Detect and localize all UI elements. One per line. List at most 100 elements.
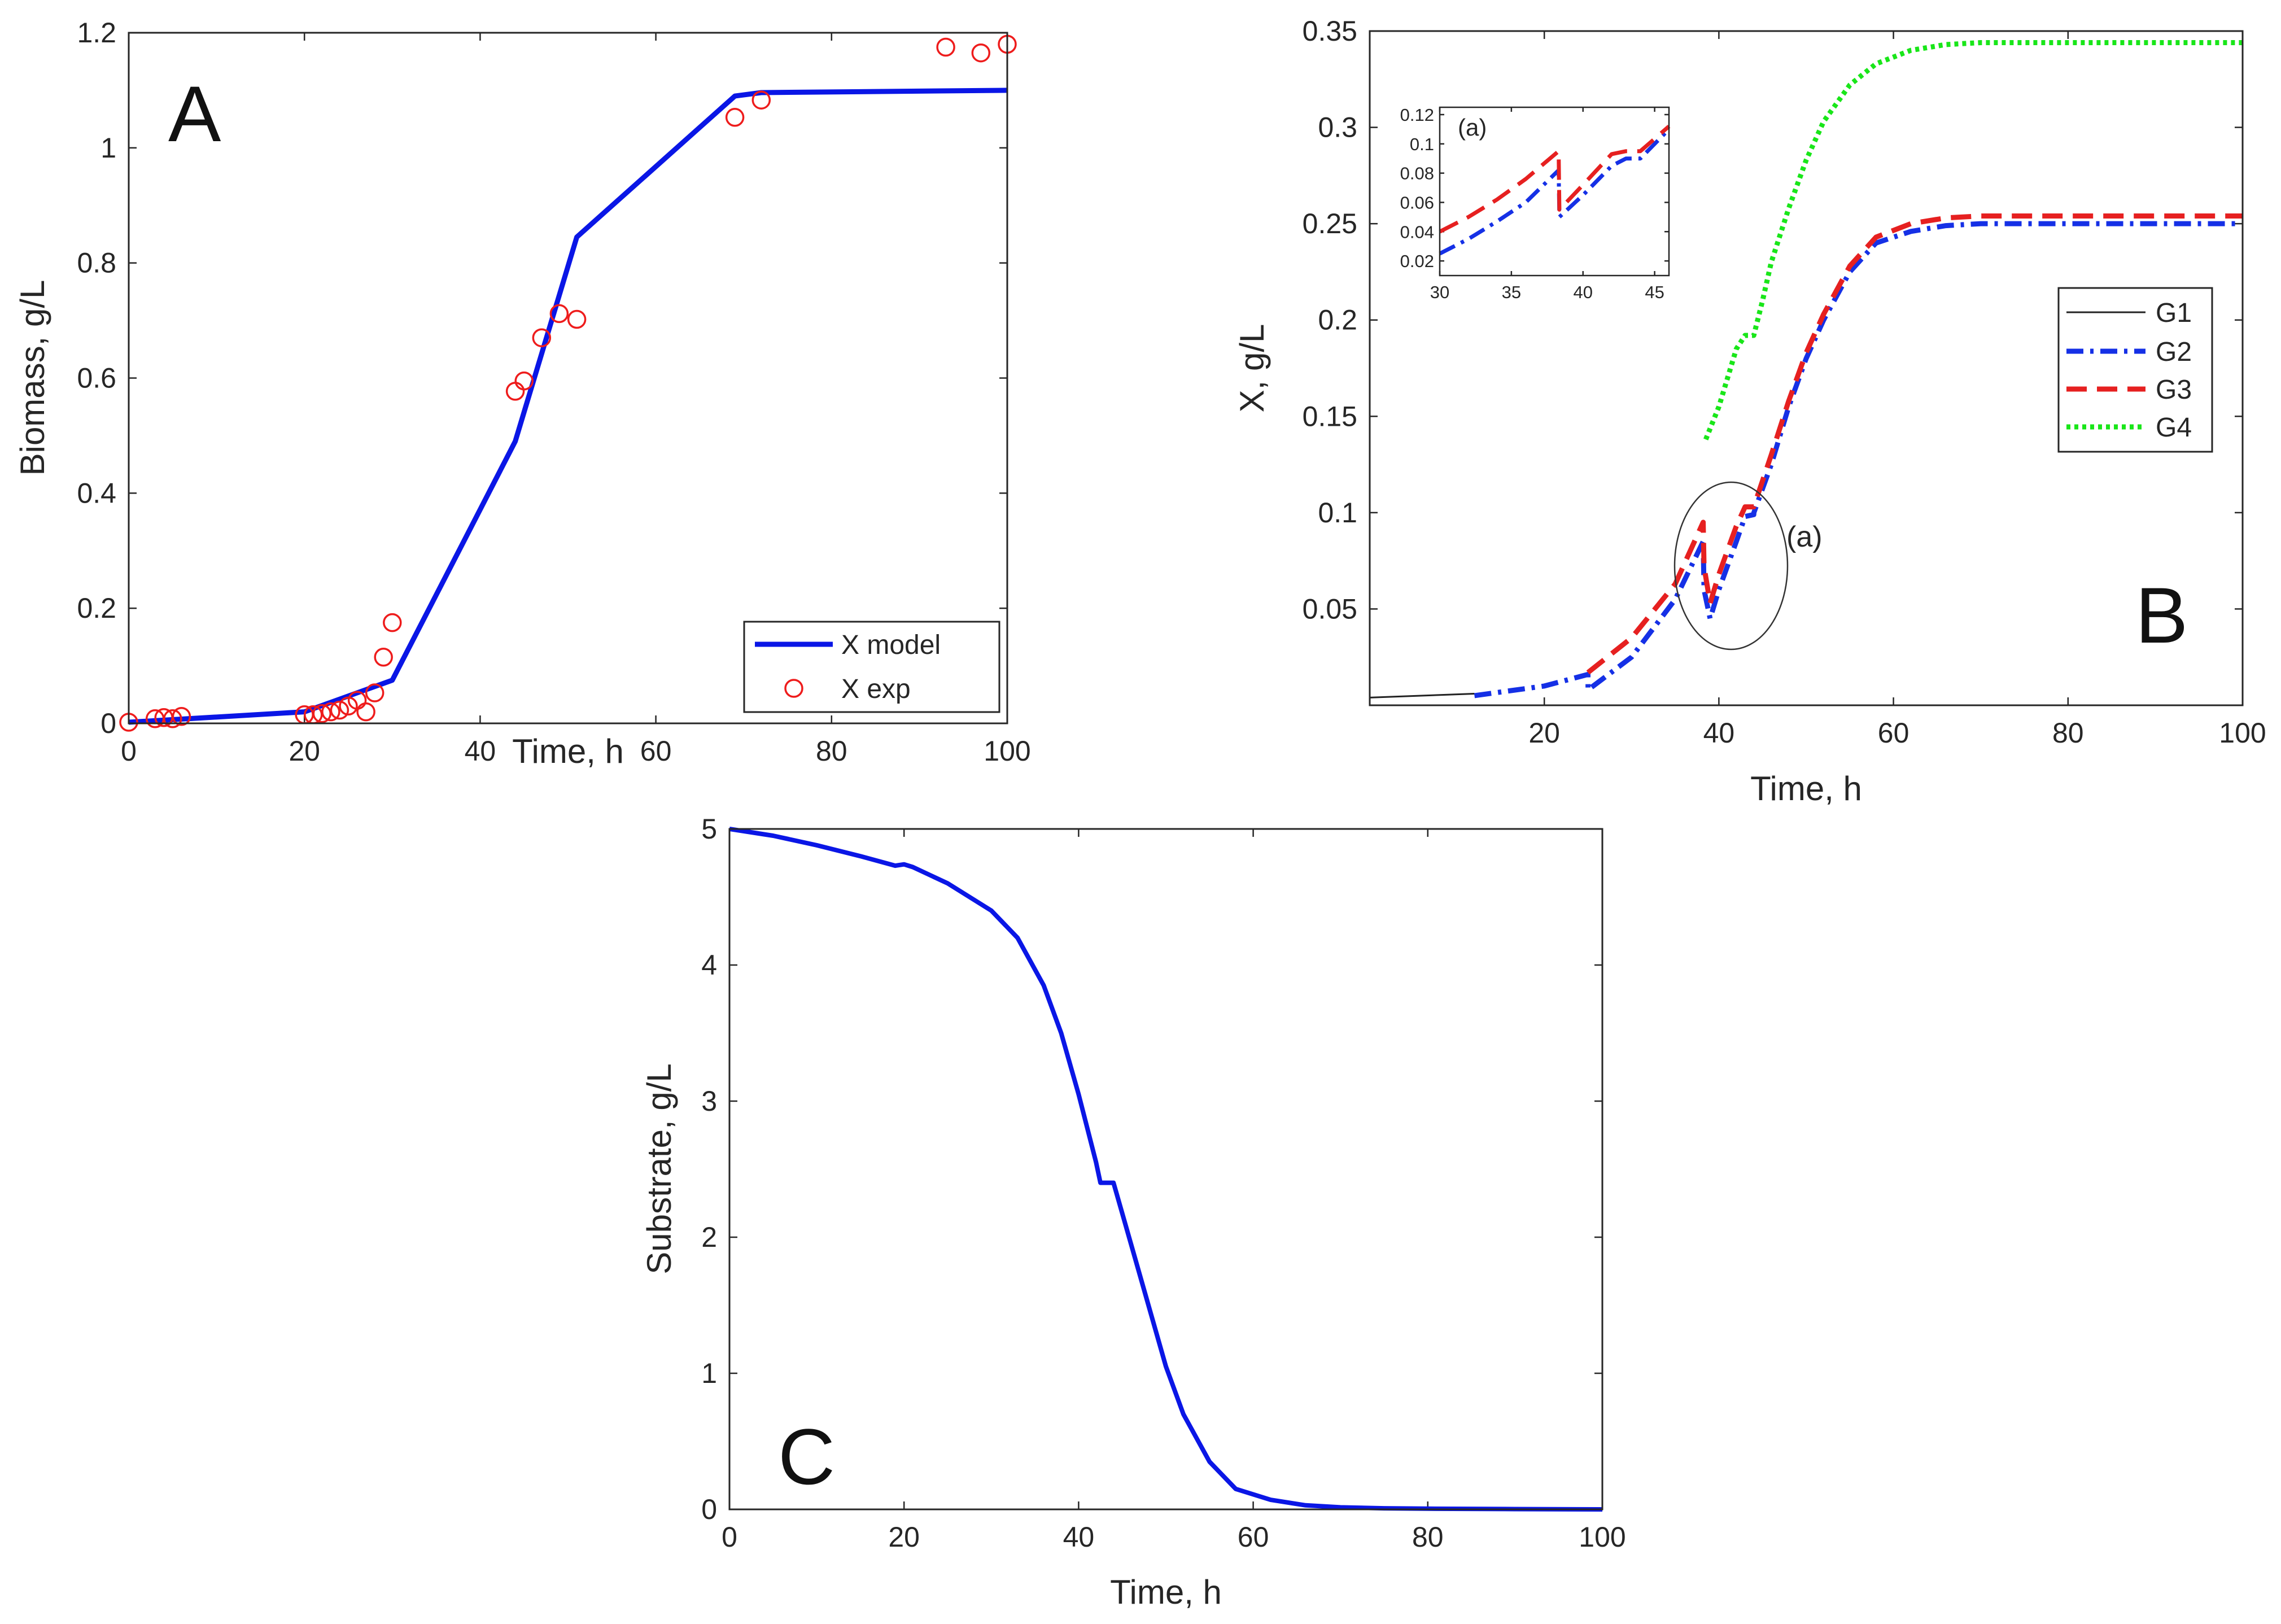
x-exp-point [163,709,182,728]
panel-a-ytick-label: 1.2 [77,17,116,49]
x-exp-point [936,37,955,57]
x-exp-point [549,304,569,324]
inset-xtick-label: 40 [1574,282,1593,302]
panel-a-xtick-label: 0 [121,735,137,767]
panel-b-ytick-label: 0.3 [1318,112,1357,143]
inset-ytick-label: 0.12 [1400,105,1434,125]
callout-ellipse [1673,481,1789,651]
panel-c-xtick-label: 100 [1579,1521,1625,1553]
inset-xtick-label: 45 [1645,282,1664,302]
legend-marker-x-exp [784,679,803,698]
panel-a-letter: A [168,69,221,158]
panel-a-ytick-label: 0.8 [77,247,116,279]
panel-b-xtick-label: 100 [2219,717,2266,749]
panel-b-inset: 30 35 40 45 0.02 0.04 0.06 0.08 0.1 0.12 (a) [1400,105,1671,302]
panel-a-xtick-label: 20 [289,735,320,767]
panel-a-xtick-label: 100 [984,735,1030,767]
inset-xtick-label: 30 [1430,282,1449,302]
series-line-g4 [1703,40,2243,440]
legend-label-x-model: X model [841,630,941,660]
panel-b-axes-box [1369,30,2244,706]
panel-b-ytick-label: 0.15 [1303,400,1357,432]
panel-a-axes-box [128,32,1008,724]
x-exp-point [356,702,375,722]
x-exp-point [321,702,340,722]
panel-c-ytick-label: 5 [701,813,717,845]
panel-c-substrate-chart: 0 20 40 60 80 100 0 1 2 3 4 5 C Time, h Substrate, … [640,813,1626,1611]
inset-label: (a) [1458,114,1487,141]
panel-b-xtick-label: 60 [1878,717,1909,749]
legend-label-x-exp: X exp [841,674,911,704]
panel-c-xtick-label: 0 [722,1521,737,1553]
panel-b-xlabel: Time, h [1750,770,1862,807]
legend-label-g1: G1 [2156,298,2192,328]
panel-b-ytick-label: 0.2 [1318,304,1357,336]
x-exp-point [383,613,402,632]
panel-b-letter: B [2135,571,2188,660]
panel-a-xtick-label: 40 [465,735,496,767]
panel-c-xtick-label: 40 [1063,1521,1095,1553]
panel-b-xtick-label: 20 [1528,717,1560,749]
x-exp-point [505,382,525,401]
x-exp-point [514,371,534,391]
inset-axes-box [1439,106,1670,277]
x-exp-point [312,704,332,723]
panel-b-xtick-label: 80 [2052,717,2084,749]
panel-c-ytick-label: 0 [701,1494,717,1525]
panel-a-ylabel: Biomass, g/L [14,280,51,476]
inset-ytick-label: 0.06 [1400,193,1434,212]
inset-line-g3 [1439,125,1671,234]
series-line-g3 [1586,213,2243,675]
panel-c-ylabel: Substrate, g/L [640,1063,678,1274]
legend-label-g4: G4 [2156,413,2192,443]
series-line-g1 [1369,693,1475,699]
panel-c-xtick-label: 20 [888,1521,920,1553]
panel-b-legend: G1 G2 G3 G4 [2057,287,2213,453]
panel-c-xlabel: Time, h [1110,1573,1222,1611]
panel-c-axes-box [728,828,1603,1511]
panel-c-ytick-label: 1 [701,1357,717,1389]
panel-b-ylabel: X, g/L [1233,324,1271,413]
panel-a-ytick-label: 0.6 [77,363,116,394]
x-exp-point [725,108,745,127]
inset-ytick-label: 0.04 [1400,222,1434,242]
panel-c-ytick-label: 4 [701,949,717,981]
panel-a-xtick-label: 80 [816,735,847,767]
series-line-substrate [729,827,1603,1512]
panel-a-ytick-label: 1 [100,132,116,164]
inset-xtick-label: 35 [1502,282,1521,302]
inset-line-g2 [1439,128,1671,256]
x-exp-point [172,707,191,726]
panel-c-xtick-label: 60 [1238,1521,1269,1553]
panel-b-ytick-label: 0.1 [1318,497,1357,529]
inset-background [1440,107,1669,276]
legend-label-g2: G2 [2156,337,2192,367]
panel-a-legend-box [743,621,1000,713]
panel-a-xtick-label: 60 [640,735,672,767]
panel-a-legend: X model X exp [743,621,1000,713]
legend-label-g3: G3 [2156,375,2192,405]
x-exp-point [567,309,587,329]
panel-a-xlabel: Time, h [512,732,624,770]
panel-b-xtick-label: 40 [1703,717,1735,749]
panel-a-ytick-label: 0 [100,708,116,739]
panel-b-ytick-label: 0.25 [1303,208,1357,239]
x-exp-point [374,648,393,667]
x-exp-point [532,328,552,347]
panel-a-ytick-label: 0.2 [77,592,116,624]
x-exp-point [330,700,349,720]
series-line-g2 [1474,221,2243,699]
panel-c-ytick-label: 2 [701,1221,717,1253]
panel-b-ytick-label: 0.35 [1303,15,1357,47]
callout-label: (a) [1786,521,1823,553]
panel-a-ytick-label: 0.4 [77,477,116,509]
x-exp-point [751,90,771,110]
panel-c-xtick-label: 80 [1412,1521,1444,1553]
x-exp-point [971,43,991,63]
inset-ytick-label: 0.02 [1400,251,1434,271]
panel-c-ytick-label: 3 [701,1085,717,1117]
panel-b-ytick-label: 0.05 [1303,593,1357,625]
inset-ytick-label: 0.1 [1410,134,1434,154]
